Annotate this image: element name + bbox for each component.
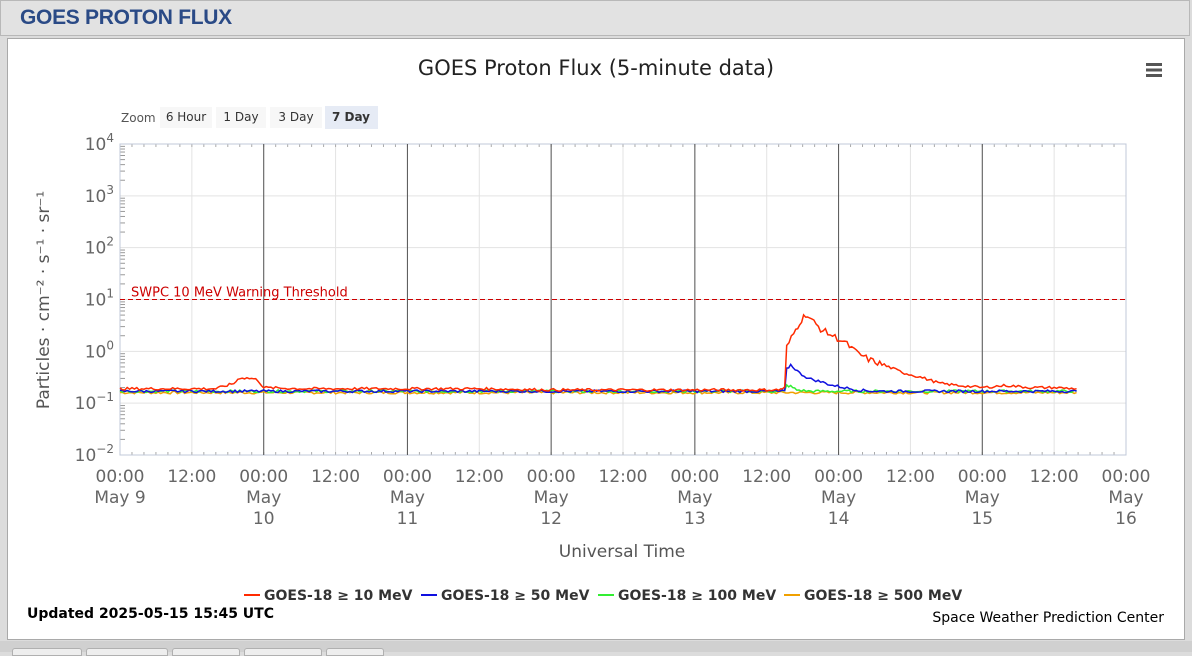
y-tick-label: 102 (85, 235, 114, 259)
updated-timestamp: Updated 2025-05-15 15:45 UTC (27, 606, 274, 622)
x-axis-title: Universal Time (559, 542, 685, 562)
y-tick-label: 104 (85, 131, 114, 155)
series-line (119, 313, 1077, 393)
plot-area: SWPC 10 MeV Warning Threshold 10−2 10−1 100… (75, 131, 1151, 529)
x-tick-label: 12:00 (167, 467, 216, 487)
zoom-button-1-day[interactable]: 1 Day (216, 107, 266, 128)
zoom-label: Zoom (121, 111, 156, 125)
legend-item[interactable]: GOES-18 ≥ 100 MeV (598, 588, 776, 604)
x-tick-label: 00:00 May 14 (814, 467, 863, 529)
bottom-tab[interactable] (12, 648, 82, 656)
legend-label: GOES-18 ≥ 10 MeV (264, 588, 413, 604)
x-tick-label: 12:00 (311, 467, 360, 487)
zoom-button-label: 1 Day (223, 110, 258, 124)
x-tick-label: 00:00 May 16 (1102, 467, 1151, 529)
chart-title: GOES Proton Flux (5-minute data) (418, 56, 774, 80)
x-tick-label: 12:00 (455, 467, 504, 487)
zoom-button-7-day[interactable]: 7 Day (325, 106, 378, 129)
x-tick-label: 00:00 May 12 (527, 467, 576, 529)
zoom-bar: Zoom 6 Hour 1 Day 3 Day 7 Day (121, 106, 378, 129)
legend-item[interactable]: GOES-18 ≥ 10 MeV (244, 588, 413, 604)
zoom-button-3-day[interactable]: 3 Day (270, 107, 322, 128)
legend-item[interactable]: GOES-18 ≥ 500 MeV (784, 588, 962, 604)
x-tick-label: 00:00 May 13 (670, 467, 719, 529)
zoom-button-label: 6 Hour (166, 110, 206, 124)
chart-legend: GOES-18 ≥ 10 MeV GOES-18 ≥ 50 MeV GOES-18 … (244, 588, 962, 604)
legend-item[interactable]: GOES-18 ≥ 50 MeV (421, 588, 590, 604)
credit-text: Space Weather Prediction Center (932, 610, 1164, 626)
bottom-tab[interactable] (244, 648, 322, 656)
bottom-tab[interactable] (172, 648, 240, 656)
legend-label: GOES-18 ≥ 100 MeV (618, 588, 776, 604)
x-tick-label: 00:00 May 10 (239, 467, 288, 529)
x-tick-label: 12:00 (886, 467, 935, 487)
y-tick-label: 103 (85, 183, 114, 207)
y-tick-label: 10−1 (75, 390, 114, 414)
zoom-button-label: 3 Day (278, 110, 313, 124)
y-tick-label: 100 (85, 338, 114, 362)
x-tick-label: 00:00 May 11 (383, 467, 432, 529)
y-axis-title: Particles · cm⁻² · s⁻¹ · sr⁻¹ (34, 191, 54, 409)
x-tick-label: 12:00 (599, 467, 648, 487)
threshold-label: SWPC 10 MeV Warning Threshold (131, 286, 348, 301)
chart-panel (7, 38, 1185, 640)
zoom-button-label: 7 Day (332, 110, 370, 124)
x-tick-label: 00:00 May 15 (958, 467, 1007, 529)
y-tick-label: 101 (85, 287, 114, 311)
zoom-button-6-hour[interactable]: 6 Hour (160, 107, 212, 128)
x-tick-label: 12:00 (742, 467, 791, 487)
page-header: GOES PROTON FLUX (0, 0, 1190, 36)
hamburger-menu-icon[interactable] (1142, 58, 1166, 80)
bottom-tab[interactable] (86, 648, 168, 656)
x-tick-label: 12:00 (1030, 467, 1079, 487)
bottom-strip (0, 641, 1192, 652)
legend-label: GOES-18 ≥ 500 MeV (804, 588, 962, 604)
y-tick-label: 10−2 (75, 442, 114, 466)
x-tick-label: 00:00 May 9 (94, 467, 145, 508)
legend-label: GOES-18 ≥ 50 MeV (441, 588, 590, 604)
page-title: GOES PROTON FLUX (20, 6, 232, 29)
bottom-tab[interactable] (326, 648, 384, 656)
